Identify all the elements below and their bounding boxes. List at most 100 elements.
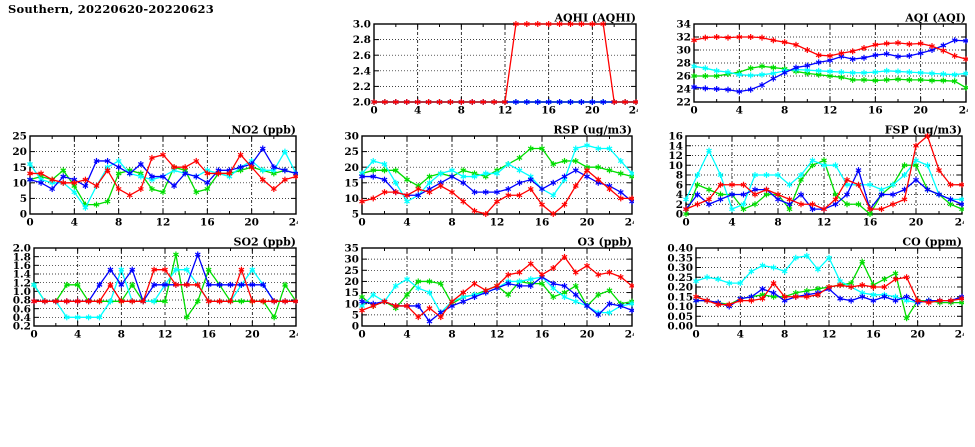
svg-text:AQI (AQI): AQI (AQI) xyxy=(904,12,966,25)
svg-text:0.35: 0.35 xyxy=(667,252,693,264)
svg-text:0: 0 xyxy=(26,217,33,229)
panel-fsp: 024681012141604812162024FSP (ug/m3) xyxy=(664,124,964,228)
svg-text:15: 15 xyxy=(344,287,359,299)
svg-text:4: 4 xyxy=(403,329,410,341)
svg-text:12: 12 xyxy=(490,217,505,229)
svg-text:1.8: 1.8 xyxy=(13,251,31,263)
svg-text:8: 8 xyxy=(781,105,788,117)
svg-text:4: 4 xyxy=(403,217,410,229)
panel-no2: 0 5 10 15 20 25 0 4 8 12 16 20 24 NO2 (ppb) xyxy=(8,124,298,228)
svg-text:0: 0 xyxy=(676,209,683,221)
svg-text:2.6: 2.6 xyxy=(353,50,371,62)
svg-text:32: 32 xyxy=(676,32,691,44)
svg-text:4: 4 xyxy=(71,217,78,229)
svg-text:24: 24 xyxy=(289,329,298,341)
svg-text:0.8: 0.8 xyxy=(13,295,31,307)
svg-text:0.40: 0.40 xyxy=(667,243,693,255)
svg-text:0.4: 0.4 xyxy=(13,312,31,324)
svg-text:SO2 (ppb): SO2 (ppb) xyxy=(234,236,297,249)
svg-text:16: 16 xyxy=(668,131,683,143)
svg-text:12: 12 xyxy=(817,217,832,229)
svg-text:8: 8 xyxy=(115,217,122,229)
svg-text:1.0: 1.0 xyxy=(13,286,31,298)
svg-text:16: 16 xyxy=(201,329,216,341)
svg-text:20: 20 xyxy=(344,162,359,174)
svg-text:2.2: 2.2 xyxy=(353,81,371,93)
svg-text:RSP (ug/m3): RSP (ug/m3) xyxy=(553,124,632,137)
svg-text:25: 25 xyxy=(344,265,359,277)
svg-text:0.00: 0.00 xyxy=(667,321,693,333)
svg-text:16: 16 xyxy=(541,105,556,117)
svg-text:24: 24 xyxy=(955,329,964,341)
svg-text:4: 4 xyxy=(74,329,81,341)
svg-text:0.15: 0.15 xyxy=(667,291,693,303)
svg-text:24: 24 xyxy=(625,329,634,341)
svg-text:12: 12 xyxy=(490,329,505,341)
svg-text:FSP (ug/m3): FSP (ug/m3) xyxy=(885,124,962,137)
svg-text:24: 24 xyxy=(959,105,968,117)
svg-text:20: 20 xyxy=(245,329,260,341)
svg-text:16: 16 xyxy=(535,329,550,341)
svg-text:1.2: 1.2 xyxy=(13,277,31,289)
svg-text:26: 26 xyxy=(676,71,691,83)
svg-text:12: 12 xyxy=(668,150,683,162)
svg-text:4: 4 xyxy=(414,105,421,117)
svg-text:8: 8 xyxy=(118,329,125,341)
svg-text:5: 5 xyxy=(20,193,27,205)
svg-text:30: 30 xyxy=(344,254,359,266)
svg-text:24: 24 xyxy=(676,84,691,96)
svg-text:0.6: 0.6 xyxy=(13,303,31,315)
svg-text:16: 16 xyxy=(535,217,550,229)
svg-text:34: 34 xyxy=(676,19,691,31)
svg-text:24: 24 xyxy=(629,105,638,117)
svg-text:15: 15 xyxy=(344,177,359,189)
page-title: Southern, 20220620-20220623 xyxy=(8,2,214,16)
svg-text:0: 0 xyxy=(20,209,27,221)
svg-text:8: 8 xyxy=(448,217,455,229)
svg-text:35: 35 xyxy=(344,243,359,255)
svg-text:15: 15 xyxy=(12,162,27,174)
svg-text:4: 4 xyxy=(676,189,683,201)
svg-text:20: 20 xyxy=(244,217,259,229)
svg-text:CO (ppm): CO (ppm) xyxy=(902,236,962,249)
svg-text:20: 20 xyxy=(913,105,928,117)
panel-so2: 0.2 0.4 0.6 0.8 1.0 1.2 1.4 1.6 1.8 2.0 0 4 8 12 16 20 2… xyxy=(8,236,298,340)
svg-text:16: 16 xyxy=(200,217,215,229)
svg-text:14: 14 xyxy=(668,140,683,152)
svg-text:0: 0 xyxy=(358,217,365,229)
svg-text:1.4: 1.4 xyxy=(13,269,31,281)
svg-text:20: 20 xyxy=(585,105,600,117)
svg-text:10: 10 xyxy=(344,298,359,310)
svg-text:5: 5 xyxy=(352,309,359,321)
svg-text:24: 24 xyxy=(625,217,634,229)
svg-text:0: 0 xyxy=(682,217,689,229)
svg-text:25: 25 xyxy=(12,131,27,143)
svg-text:20: 20 xyxy=(580,217,595,229)
svg-text:12: 12 xyxy=(158,329,173,341)
svg-text:1.6: 1.6 xyxy=(13,260,31,272)
svg-text:12: 12 xyxy=(823,105,838,117)
svg-text:8: 8 xyxy=(458,105,465,117)
svg-text:0.20: 0.20 xyxy=(667,282,693,294)
svg-text:2.8: 2.8 xyxy=(353,34,371,46)
svg-text:NO2 (ppb): NO2 (ppb) xyxy=(231,124,296,137)
svg-text:8: 8 xyxy=(781,329,788,341)
svg-text:0.10: 0.10 xyxy=(667,301,693,313)
svg-text:8: 8 xyxy=(448,329,455,341)
svg-text:0: 0 xyxy=(692,329,699,341)
panel-co: 0.00 0.05 0.10 0.15 0.20 0.25 0.30 0.35 0.40 0 4 8 1… xyxy=(664,236,964,340)
svg-text:30: 30 xyxy=(344,131,359,143)
panel-rsp: 5 10 15 20 25 30 0 4 8 12 16 20 24 RSP (ug/m3) xyxy=(340,124,634,228)
svg-text:22: 22 xyxy=(676,97,691,109)
svg-text:6: 6 xyxy=(676,179,683,191)
svg-text:20: 20 xyxy=(580,329,595,341)
svg-text:4: 4 xyxy=(728,217,735,229)
svg-text:AQHI (AQHI): AQHI (AQHI) xyxy=(553,12,636,25)
svg-text:12: 12 xyxy=(498,105,513,117)
svg-text:30: 30 xyxy=(676,45,691,57)
svg-text:2.0: 2.0 xyxy=(353,97,371,109)
svg-text:12: 12 xyxy=(156,217,171,229)
svg-text:28: 28 xyxy=(676,58,691,70)
svg-text:0: 0 xyxy=(352,321,359,333)
svg-text:4: 4 xyxy=(736,105,743,117)
